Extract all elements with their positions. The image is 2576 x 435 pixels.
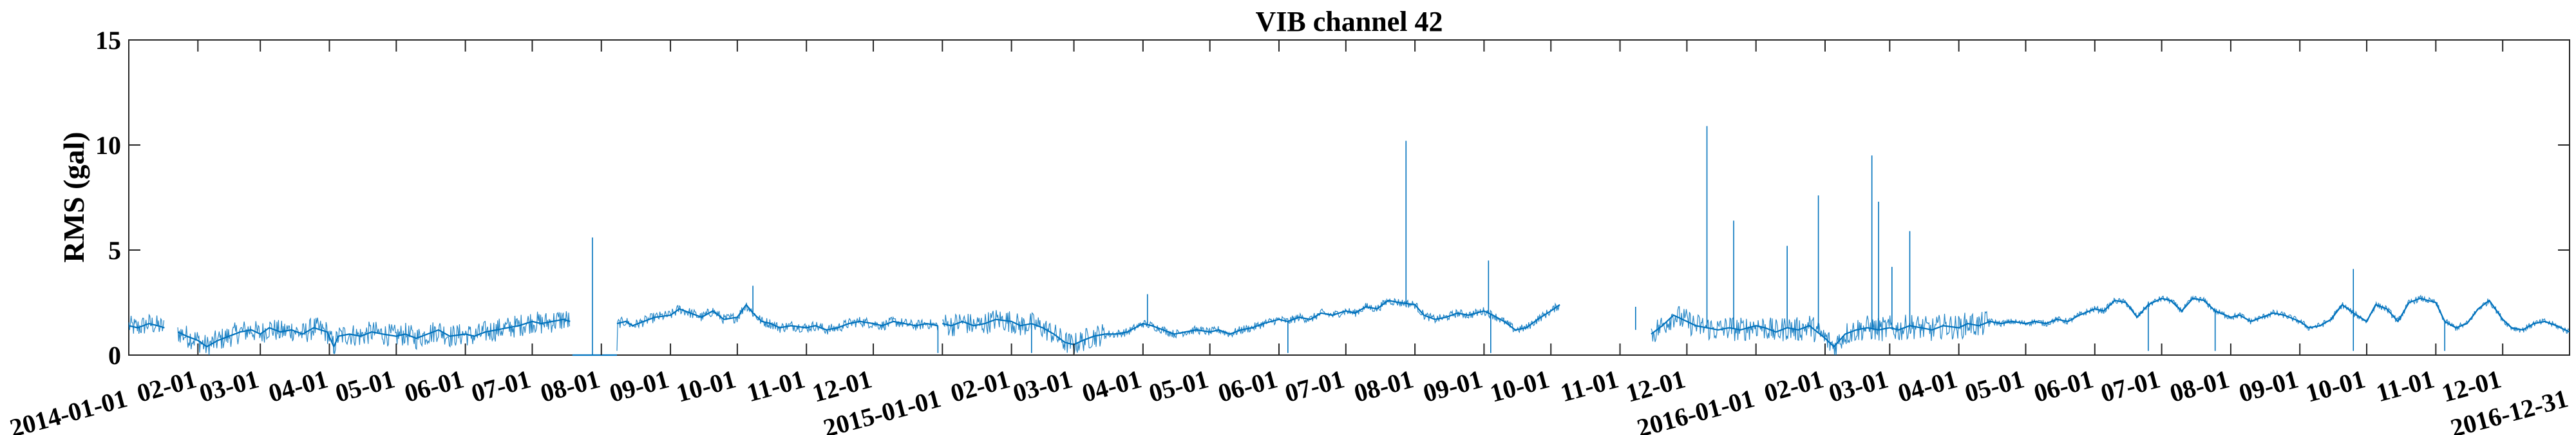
x-tick-label: 07-01: [1282, 364, 1347, 408]
x-tick-label: 08-01: [2166, 364, 2232, 408]
x-tick-label: 10-01: [1487, 364, 1553, 408]
series-noise-band: [128, 313, 165, 334]
series-line: [128, 322, 165, 329]
series-layer: [128, 126, 2570, 356]
x-tick-label: 04-01: [265, 364, 331, 408]
y-axis-title: RMS (gal): [57, 131, 90, 262]
x-tick-label: 04-01: [1895, 364, 1960, 408]
series-line: [1651, 297, 2570, 348]
x-tick-label: 06-01: [401, 364, 467, 408]
series-line: [177, 318, 571, 349]
x-tick-label: 12-01: [1623, 364, 1689, 408]
y-axis: 0 5 10 15: [95, 26, 2570, 370]
series-noise-band: [1651, 306, 1991, 356]
y-tick-label: 15: [95, 26, 121, 55]
x-tick-label: 2014-01-01: [6, 383, 130, 435]
x-tick-label: 02-01: [947, 364, 1013, 408]
x-tick-label: 11-01: [744, 364, 808, 407]
series-noise-band: [942, 310, 1105, 354]
x-tick-label: 07-01: [2098, 364, 2163, 408]
x-tick-label: 09-01: [607, 364, 672, 408]
plot-area: [128, 39, 2570, 356]
x-tick-label: 09-01: [1420, 364, 1486, 408]
x-tick-label: 11-01: [1557, 364, 1622, 407]
x-tick-label: 10-01: [673, 364, 739, 408]
x-tick-label: 05-01: [332, 364, 398, 408]
series-line: [616, 303, 938, 331]
series-line: [942, 300, 1560, 345]
x-tick-label: 05-01: [1146, 364, 1211, 408]
x-tick-label: 04-01: [1079, 364, 1144, 408]
x-tick-label: 07-01: [468, 364, 534, 408]
x-tick-label: 02-01: [1761, 364, 1826, 408]
x-tick-label: 12-01: [2439, 364, 2505, 408]
series-noise-band: [177, 311, 570, 356]
x-tick-label: 09-01: [2236, 364, 2302, 408]
y-tick-label: 10: [95, 131, 121, 160]
x-tick-label: 12-01: [810, 364, 875, 408]
x-tick-label: 02-01: [134, 364, 200, 408]
x-tick-label: 10-01: [2303, 364, 2369, 408]
x-tick-label: 03-01: [196, 364, 262, 408]
x-tick-label: 08-01: [537, 364, 603, 408]
x-tick-label: 05-01: [1962, 364, 2027, 408]
y-tick-label: 5: [108, 236, 121, 265]
x-tick-label: 11-01: [2373, 364, 2438, 407]
y-tick-label: 0: [108, 341, 121, 370]
x-tick-label: 08-01: [1351, 364, 1417, 408]
x-tick-label: 03-01: [1826, 364, 1891, 408]
x-tick-label: 06-01: [2031, 364, 2096, 408]
chart-title: VIB channel 42: [1256, 6, 1443, 37]
x-tick-label: 06-01: [1215, 364, 1281, 408]
x-tick-label: 03-01: [1010, 364, 1075, 408]
